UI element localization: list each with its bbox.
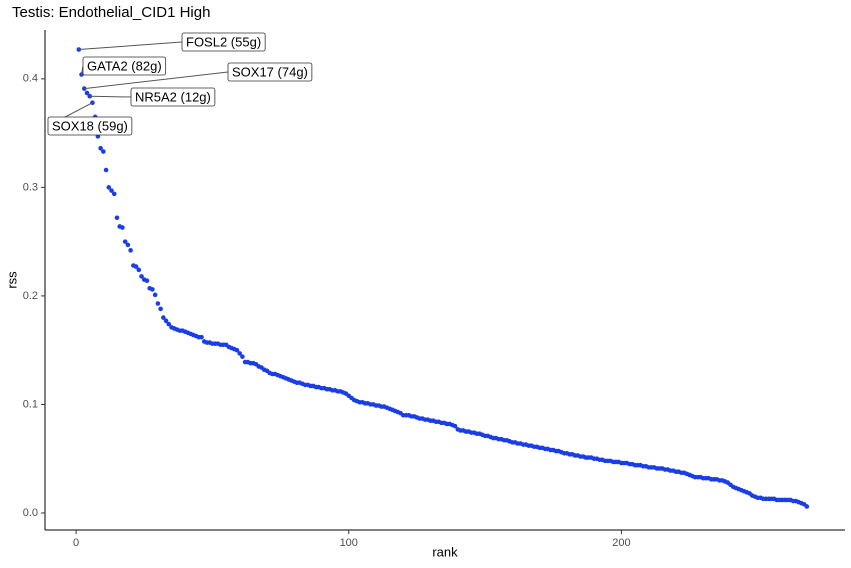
y-tick-label: 0.1: [23, 398, 38, 410]
point: [163, 318, 169, 324]
x-tick-label: 100: [340, 537, 358, 549]
point: [804, 504, 810, 509]
annotation-box: [82, 56, 167, 76]
annotation-label: FOSL2 (55g): [186, 34, 261, 49]
point: [237, 351, 242, 356]
point: [103, 167, 109, 173]
point: [128, 248, 133, 253]
annotation-box: [47, 116, 133, 136]
chart-title: Testis: Endothelial_CID1 High: [12, 4, 210, 21]
point: [81, 86, 87, 91]
point: [84, 90, 90, 96]
point: [111, 191, 117, 197]
y-tick-label: 0.0: [23, 507, 38, 519]
annotation-connector: [84, 71, 229, 90]
annotation-box: [227, 62, 313, 82]
point: [101, 149, 106, 154]
point: [166, 321, 172, 327]
y-tick-label: 0.3: [23, 181, 38, 193]
x-tick-label: 0: [73, 537, 79, 549]
annotation-box: [181, 32, 266, 52]
point: [158, 306, 163, 312]
y-tick-label: 0.2: [23, 290, 38, 302]
point: [161, 315, 166, 320]
point: [155, 301, 161, 306]
point: [199, 334, 204, 340]
annotation-label: NR5A2 (12g): [135, 89, 211, 104]
point: [234, 347, 240, 353]
point: [114, 215, 120, 221]
point: [150, 287, 155, 292]
point: [139, 274, 144, 279]
y-tick-label: 0.4: [23, 73, 38, 85]
point: [133, 264, 139, 269]
annotation-box: [130, 87, 216, 107]
annotation-label: SOX17 (74g): [232, 64, 308, 79]
point: [144, 278, 150, 284]
point: [125, 242, 131, 248]
point: [136, 267, 142, 273]
point: [122, 239, 128, 244]
annotation-label: SOX18 (59g): [52, 118, 128, 133]
point: [152, 292, 158, 298]
point: [87, 93, 93, 99]
annotation-connector: [89, 95, 132, 98]
y-axis-label: rss: [4, 271, 19, 289]
x-axis-label: rank: [432, 544, 458, 559]
annotation-label: GATA2 (82g): [87, 58, 162, 73]
point: [106, 185, 112, 190]
point: [240, 354, 245, 359]
point: [120, 225, 125, 230]
point: [452, 423, 458, 429]
annotation-connector: [78, 41, 183, 51]
x-tick-label: 200: [612, 537, 630, 549]
point: [109, 188, 114, 193]
point: [98, 145, 103, 151]
